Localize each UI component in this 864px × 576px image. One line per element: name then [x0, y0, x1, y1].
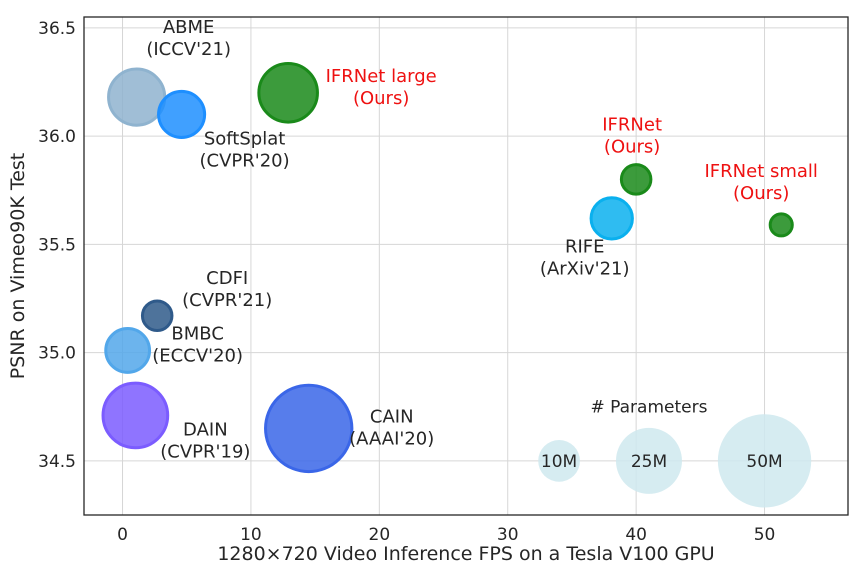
label-bmbc-line-2: (ECCV'20)	[152, 345, 243, 366]
label-bmbc-line-1: BMBC	[171, 323, 223, 344]
axis-ticks: 0 10 20 30 40 50 34.5 35.0 35.5 36.0 36.5	[38, 19, 775, 545]
point-labels: ABME(ICCV'21) SoftSplat(CVPR'20) IFRNet la…	[146, 17, 818, 462]
legend-label-25m: 25M	[631, 452, 667, 472]
label-ifrnet-line-1: IFRNet	[602, 114, 662, 135]
x-tick-label: 50	[754, 525, 776, 545]
label-ifrnet-line-2: (Ours)	[604, 136, 660, 157]
legend-title: # Parameters	[590, 398, 707, 418]
label-abme-line-1: ABME	[163, 17, 215, 38]
label-softsplat-line-1: SoftSplat	[204, 128, 285, 149]
point-cain	[264, 383, 354, 474]
point-rife	[589, 196, 634, 241]
point-dain	[101, 381, 170, 450]
legend-bubble-50m	[717, 414, 812, 508]
plot-frame	[83, 16, 849, 516]
label-cain-line-2: (AAAI'20)	[349, 428, 434, 449]
label-dain-line-2: (CVPR'19)	[160, 441, 250, 462]
legend-label-10m: 10M	[541, 452, 577, 472]
x-tick-label: 0	[117, 525, 128, 545]
y-tick-label: 36.5	[38, 19, 76, 39]
label-ifrnet-small-line-1: IFRNet small	[705, 161, 818, 182]
legend-bubble-25m	[615, 427, 682, 494]
point-ifrnet-small	[768, 212, 794, 238]
point-softsplat	[157, 89, 207, 139]
x-tick-label: 10	[240, 525, 262, 545]
x-axis-label: 1280×720 Video Inference FPS on a Tesla …	[217, 543, 714, 565]
label-softsplat-line-2: (CVPR'20)	[200, 150, 290, 171]
plot-area	[84, 17, 848, 515]
label-rife-line-1: RIFE	[565, 236, 605, 257]
point-bmbc	[104, 327, 152, 374]
label-abme-line-2: (ICCV'21)	[146, 39, 231, 60]
label-cdfi-line-2: (CVPR'21)	[182, 290, 272, 311]
label-ifrnet-small-line-2: (Ours)	[733, 183, 789, 204]
x-tick-label: 20	[369, 525, 391, 545]
point-cdfi	[140, 299, 174, 333]
legend-label-50m: 50M	[746, 452, 782, 472]
label-rife-line-2: (ArXiv'21)	[540, 258, 630, 279]
point-ifrnet	[619, 163, 653, 196]
point-abme	[107, 67, 167, 127]
label-cdfi-line-1: CDFI	[206, 268, 248, 289]
y-tick-label: 36.0	[38, 127, 76, 147]
x-tick-label: 40	[625, 525, 647, 545]
data-points	[101, 61, 794, 474]
y-axis-label: PSNR on Vimeo90K Test	[7, 153, 29, 379]
label-cain-line-1: CAIN	[370, 406, 414, 427]
y-tick-label: 34.5	[38, 452, 76, 472]
y-tick-label: 35.5	[38, 235, 76, 255]
grid-lines	[84, 17, 848, 515]
label-dain-line-1: DAIN	[183, 419, 228, 440]
label-ifrnet-large-line-1: IFRNet large	[326, 66, 437, 87]
y-tick-label: 35.0	[38, 344, 76, 364]
point-ifrnet-large	[257, 61, 319, 124]
legend-bubble-10m	[538, 439, 580, 482]
size-legend: 10M 25M 50M # Parameters	[538, 398, 812, 508]
x-tick-label: 30	[497, 525, 519, 545]
label-ifrnet-large-line-2: (Ours)	[353, 88, 409, 109]
